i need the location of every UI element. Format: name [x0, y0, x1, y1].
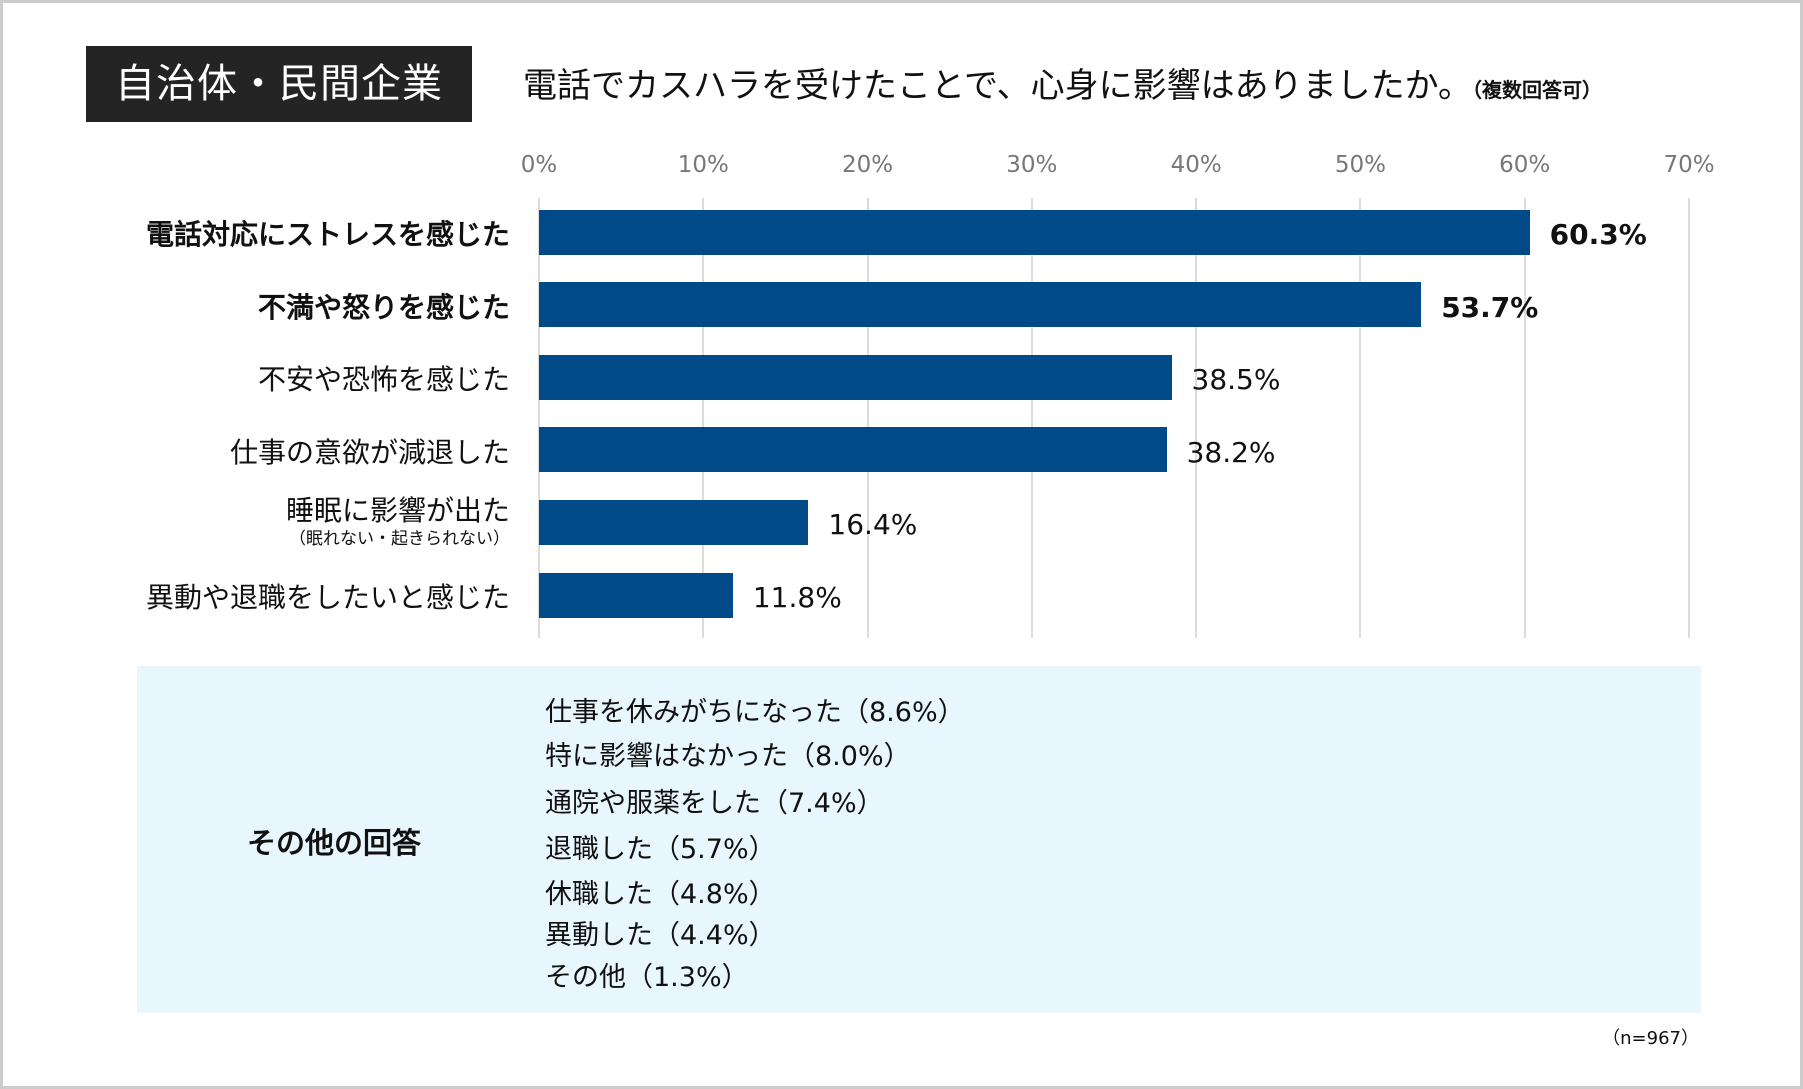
bar	[539, 354, 1172, 400]
gridline	[1359, 198, 1362, 638]
category-label-text: 不満や怒りを感じた	[257, 290, 510, 324]
other-answer-item: 異動した（4.4%）	[545, 920, 776, 951]
bar	[539, 209, 1530, 255]
other-answers-heading: その他の回答	[247, 826, 422, 860]
gridline	[1195, 198, 1198, 638]
other-answer-item: 仕事を休みがちになった（8.6%）	[545, 697, 965, 728]
gridline	[1030, 198, 1033, 638]
category-label-text: 仕事の意欲が減退した	[229, 435, 510, 469]
category-label: 異動や退職をしたいと感じた	[146, 576, 510, 616]
category-label-text: 不安や恐怖を感じた	[257, 363, 510, 397]
x-tick-label: 20%	[842, 152, 894, 178]
x-tick-label: 10%	[677, 152, 729, 178]
value-label: 38.2%	[1186, 435, 1276, 469]
bar	[539, 572, 733, 618]
gridline	[538, 198, 540, 638]
other-answer-item: 通院や服薬をした（7.4%）	[545, 788, 884, 819]
category-label: 不安や恐怖を感じた	[258, 358, 510, 398]
bar	[539, 282, 1422, 328]
sample-size: （n=967）	[1602, 1028, 1699, 1049]
other-answers-panel	[137, 666, 1701, 1013]
x-tick-label: 0%	[520, 152, 558, 178]
gridline	[1523, 198, 1526, 638]
bar	[539, 499, 809, 545]
value-label: 53.7%	[1441, 290, 1539, 324]
category-label-text: 異動や退職をしたいと感じた	[145, 581, 510, 614]
bar	[539, 427, 1167, 473]
category-sublabel: （眠れない・起きられない）	[289, 529, 510, 550]
gridline	[702, 198, 705, 638]
category-label-text: 睡眠に影響が出た	[285, 494, 510, 528]
question-text: 電話でカスハラを受けたことで、心身に影響はありましたか。	[523, 66, 1472, 106]
value-label: 16.4%	[828, 508, 918, 542]
category-label: 不満や怒りを感じた	[258, 286, 510, 326]
other-answer-item: その他（1.3%）	[545, 962, 749, 993]
value-label: 38.5%	[1191, 363, 1281, 397]
segment-tag: 自治体・民間企業	[86, 46, 472, 122]
gridline	[866, 198, 869, 638]
category-label-text: 電話対応にストレスを感じた	[145, 218, 510, 251]
category-label: 睡眠に影響が出た （眠れない・起きられない）	[286, 489, 510, 549]
x-tick-label: 70%	[1663, 152, 1715, 178]
x-tick-label: 50%	[1334, 152, 1386, 178]
category-label: 仕事の意欲が減退した	[230, 431, 510, 471]
other-answer-item: 退職した（5.7%）	[545, 834, 776, 865]
category-label: 電話対応にストレスを感じた	[146, 213, 510, 253]
gridline	[1688, 198, 1690, 638]
question-note: （複数回答可）	[1471, 78, 1602, 102]
value-label: 11.8%	[752, 581, 842, 614]
x-tick-label: 40%	[1170, 152, 1222, 178]
x-tick-label: 30%	[1006, 152, 1058, 178]
question-title: 電話でカスハラを受けたことで、心身に影響はありましたか。（複数回答可）	[523, 64, 1602, 112]
value-label: 60.3%	[1549, 218, 1647, 251]
other-answer-item: 休職した（4.8%）	[545, 879, 776, 910]
x-tick-label: 60%	[1499, 152, 1551, 178]
other-answer-item: 特に影響はなかった（8.0%）	[545, 741, 911, 772]
